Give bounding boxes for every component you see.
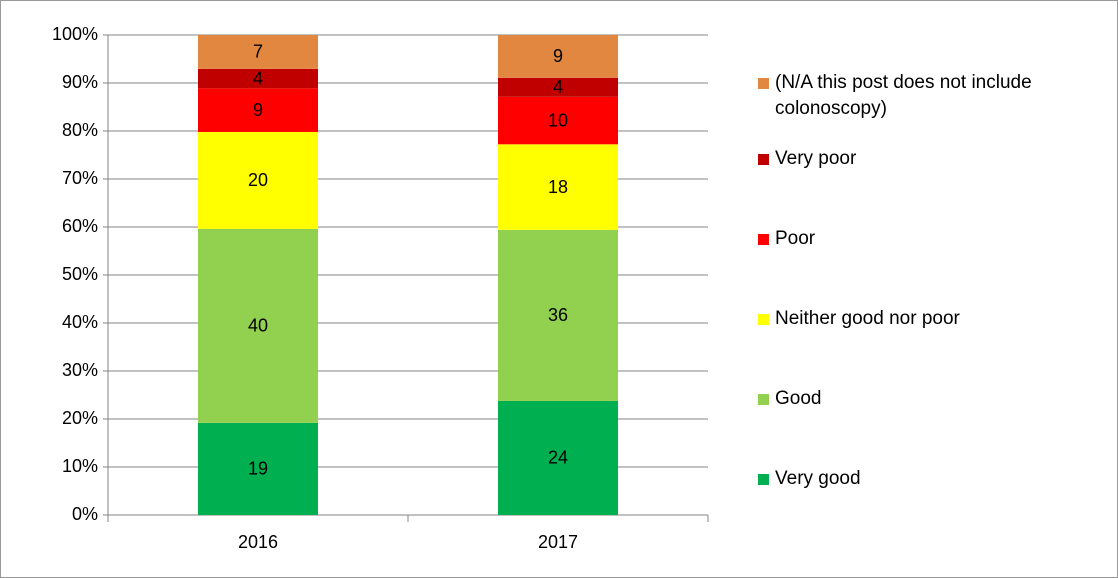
legend-item: Good [758, 386, 1098, 412]
legend-swatch [758, 474, 769, 485]
legend-item: Very poor [758, 146, 1098, 172]
legend-label: Poor [775, 228, 816, 249]
data-label: 10 [548, 110, 568, 130]
data-label: 40 [248, 316, 268, 336]
y-tick-label: 60% [62, 216, 98, 236]
legend-label: Very good [775, 468, 861, 489]
legend-item: Neither good nor poor [758, 306, 1098, 332]
data-label: 18 [548, 177, 568, 197]
y-tick-label: 10% [62, 456, 98, 476]
y-tick-label: 20% [62, 408, 98, 428]
y-tick-label: 40% [62, 312, 98, 332]
legend-item: Very good [758, 466, 1098, 492]
bar-segment [198, 68, 318, 89]
bar-segment [198, 88, 318, 132]
legend-swatch [758, 78, 769, 89]
legend-item: (N/A this post does not include colonosc… [758, 70, 1098, 122]
data-label: 9 [253, 100, 263, 120]
bar-segment [198, 131, 318, 229]
data-label: 4 [253, 68, 263, 88]
data-label: 7 [253, 42, 263, 62]
bar-segment [198, 35, 318, 69]
bar-segment [498, 96, 618, 145]
x-tick-label: 2016 [238, 532, 278, 552]
bar-segment [198, 422, 318, 515]
data-label: 36 [548, 305, 568, 325]
bar-segment [498, 144, 618, 230]
legend-label: Very poor [775, 148, 857, 169]
x-tick-label: 2017 [538, 532, 578, 552]
legend-swatch [758, 314, 769, 325]
legend-swatch [758, 154, 769, 165]
data-label: 9 [553, 46, 563, 66]
legend-label: Neither good nor poor [775, 308, 960, 329]
y-tick-label: 0% [72, 504, 98, 524]
legend-label: Good [775, 388, 822, 409]
data-label: 4 [553, 77, 563, 97]
legend-swatch [758, 394, 769, 405]
y-tick-label: 50% [62, 264, 98, 284]
bar-segment [498, 77, 618, 97]
bar-segment [498, 229, 618, 401]
data-label: 19 [248, 459, 268, 479]
bar-segment [498, 400, 618, 515]
data-label: 20 [248, 170, 268, 190]
y-tick-label: 100% [52, 24, 98, 44]
data-label: 24 [548, 448, 568, 468]
legend-item: Poor [758, 226, 1098, 252]
bar-segment [198, 228, 318, 423]
y-tick-label: 70% [62, 168, 98, 188]
y-tick-label: 80% [62, 120, 98, 140]
bar-segment [498, 35, 618, 78]
y-tick-label: 90% [62, 72, 98, 92]
y-tick-label: 30% [62, 360, 98, 380]
legend-label: (N/A this post does not include colonosc… [775, 72, 1032, 119]
legend-swatch [758, 234, 769, 245]
